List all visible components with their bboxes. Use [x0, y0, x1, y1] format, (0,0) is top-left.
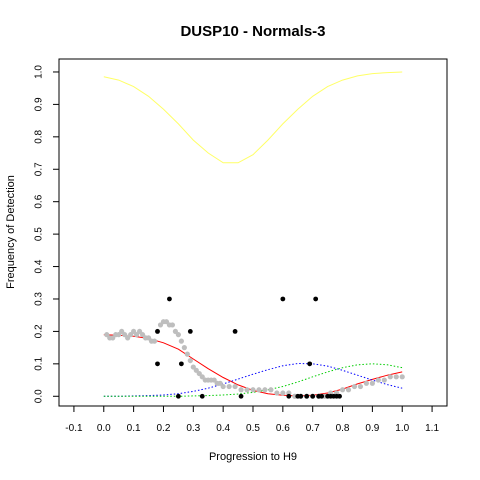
x-axis-label: Progression to H9 [209, 451, 297, 463]
smoothed-point [256, 387, 261, 392]
smoothed-point [358, 384, 363, 389]
x-tick-label: 0.9 [365, 423, 379, 434]
smoothed-point [346, 387, 351, 392]
observed-point [200, 394, 205, 399]
y-tick-label: 0.3 [34, 292, 45, 306]
x-tick-label: 0.1 [127, 423, 141, 434]
y-tick-label: 1.0 [34, 65, 45, 79]
series-line-yellow [104, 72, 402, 163]
observed-point [298, 394, 303, 399]
observed-point [167, 297, 172, 302]
smoothed-point [176, 332, 181, 337]
observed-point [310, 394, 315, 399]
smoothed-point [244, 387, 249, 392]
observed-point [286, 394, 291, 399]
observed-point [313, 297, 318, 302]
y-tick-label: 0.4 [34, 259, 45, 273]
smoothed-point [179, 339, 184, 344]
observed-point [179, 361, 184, 366]
smoothed-point [370, 381, 375, 386]
observed-point [319, 394, 324, 399]
smoothed-point [232, 384, 237, 389]
observed-point [188, 329, 193, 334]
observed-point [155, 361, 160, 366]
y-tick-label: 0.5 [34, 227, 45, 241]
x-tick-label: 0.5 [246, 423, 260, 434]
y-axis-label: Frequency of Detection [5, 175, 17, 289]
observed-point [239, 394, 244, 399]
y-tick-label: 0.9 [34, 97, 45, 111]
smoothed-point [152, 339, 157, 344]
smoothed-point [227, 384, 232, 389]
smoothed-point [182, 345, 187, 350]
y-tick-label: 0.8 [34, 129, 45, 143]
smoothed-point [185, 352, 190, 357]
smoothed-point [352, 384, 357, 389]
x-tick-label: 1.1 [425, 423, 439, 434]
series-line-red [104, 335, 402, 396]
smoothed-point [340, 387, 345, 392]
x-tick-label: 0.7 [306, 423, 320, 434]
observed-point [337, 394, 342, 399]
x-tick-label: 0.0 [97, 423, 111, 434]
x-tick-label: 0.3 [186, 423, 200, 434]
observed-point [176, 394, 181, 399]
smoothed-point [170, 322, 175, 327]
smoothed-point [238, 387, 243, 392]
smoothed-point [394, 374, 399, 379]
observed-point [307, 361, 312, 366]
smoothed-point [221, 384, 226, 389]
observed-point [304, 394, 309, 399]
x-tick-label: 1.0 [395, 423, 409, 434]
observed-point [280, 297, 285, 302]
smoothed-point [388, 374, 393, 379]
smoothed-point [382, 377, 387, 382]
x-tick-label: 0.4 [216, 423, 230, 434]
x-tick-label: 0.6 [276, 423, 290, 434]
x-tick-label: -0.1 [65, 423, 83, 434]
y-tick-label: 0.7 [34, 162, 45, 176]
smoothed-point [280, 390, 285, 395]
y-tick-label: 0.6 [34, 194, 45, 208]
y-tick-label: 0.1 [34, 356, 45, 370]
smoothed-point [376, 377, 381, 382]
smoothed-point [262, 387, 267, 392]
smoothed-point [274, 390, 279, 395]
x-tick-label: 0.8 [336, 423, 350, 434]
x-tick-label: 0.2 [157, 423, 171, 434]
plot-frame [59, 59, 447, 406]
y-tick-label: 0.2 [34, 324, 45, 338]
series-layer [104, 72, 402, 396]
smoothed-point [268, 387, 273, 392]
chart-title: DUSP10 - Normals-3 [180, 23, 325, 40]
observed-point [155, 329, 160, 334]
observed-point [233, 329, 238, 334]
smoothed-point [188, 358, 193, 363]
y-tick-label: 0.0 [34, 389, 45, 403]
smoothed-point [364, 381, 369, 386]
smoothed-point [250, 387, 255, 392]
smoothed-point [400, 374, 405, 379]
